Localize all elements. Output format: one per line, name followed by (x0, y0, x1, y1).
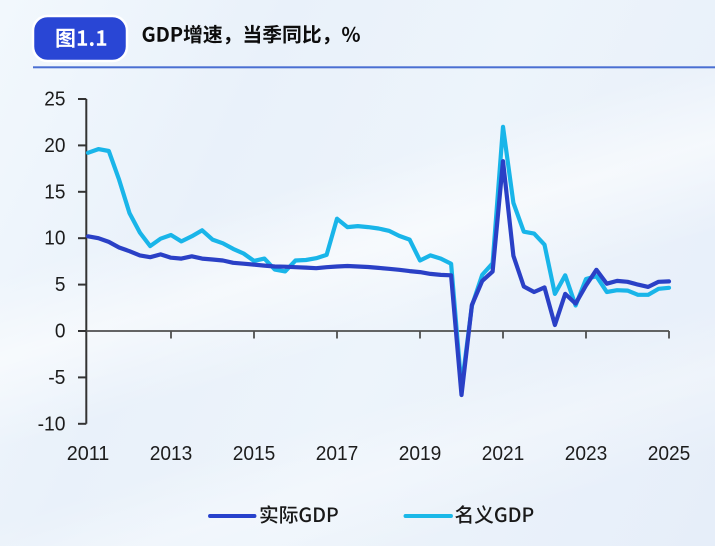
svg-text:2019: 2019 (399, 443, 442, 465)
svg-text:-5: -5 (48, 367, 65, 389)
svg-text:2013: 2013 (150, 443, 193, 465)
svg-text:5: 5 (55, 274, 66, 296)
svg-text:2011: 2011 (67, 443, 110, 465)
svg-text:2025: 2025 (648, 443, 691, 465)
svg-text:25: 25 (44, 89, 65, 111)
svg-text:2015: 2015 (233, 443, 276, 465)
svg-text:10: 10 (44, 228, 65, 250)
svg-text:2017: 2017 (316, 443, 359, 465)
svg-text:-10: -10 (38, 413, 66, 435)
svg-text:20: 20 (44, 135, 65, 157)
svg-text:2021: 2021 (482, 443, 525, 465)
svg-text:15: 15 (44, 181, 65, 203)
svg-text:2023: 2023 (565, 443, 608, 465)
svg-text:0: 0 (55, 321, 66, 343)
